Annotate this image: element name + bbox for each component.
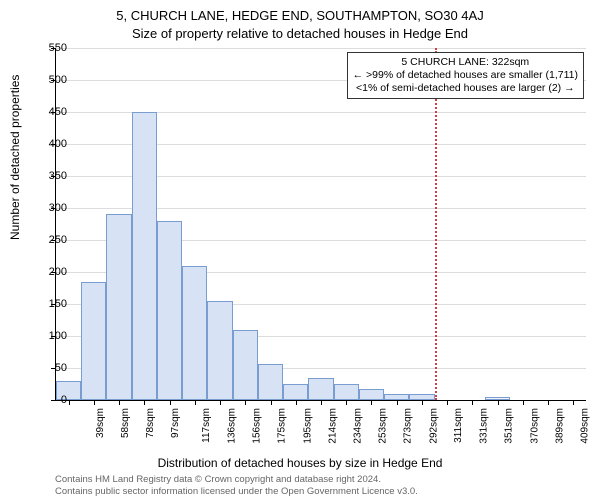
annotation-line: ← >99% of detached houses are smaller (1… [353,69,578,82]
x-tick-label: 409sqm [580,408,591,444]
y-tick-label: 400 [37,138,67,150]
x-tick-label: 58sqm [120,408,131,438]
x-tick-label: 136sqm [226,408,237,444]
y-tick-label: 50 [37,362,67,374]
y-axis-label: Number of detached properties [8,75,22,240]
x-tick-mark [321,400,322,405]
x-tick-mark [447,400,448,405]
title-main: 5, CHURCH LANE, HEDGE END, SOUTHAMPTON, … [0,8,600,23]
x-tick-mark [523,400,524,405]
x-tick-label: 175sqm [277,408,288,444]
reference-line [435,48,437,400]
x-tick-mark [472,400,473,405]
x-tick-label: 292sqm [428,408,439,444]
footnote: Contains HM Land Registry data © Crown c… [55,474,418,498]
chart-container: 5, CHURCH LANE, HEDGE END, SOUTHAMPTON, … [0,0,600,500]
y-tick-label: 300 [37,202,67,214]
x-tick-mark [119,400,120,405]
histogram-bar [106,214,131,400]
x-tick-mark [170,400,171,405]
histogram-bar [182,266,207,400]
x-tick-mark [422,400,423,405]
chart-plot-area: 5 CHURCH LANE: 322sqm← >99% of detached … [55,48,586,401]
title-sub: Size of property relative to detached ho… [0,26,600,41]
histogram-bar [233,330,258,400]
x-tick-label: 117sqm [200,408,211,443]
y-tick-label: 500 [37,74,67,86]
x-tick-mark [573,400,574,405]
x-tick-label: 351sqm [504,408,515,444]
x-tick-label: 195sqm [302,408,313,444]
y-tick-label: 250 [37,234,67,246]
histogram-bar [81,282,106,400]
y-tick-label: 450 [37,106,67,118]
x-tick-label: 389sqm [554,408,565,444]
x-tick-label: 78sqm [145,408,156,438]
x-tick-mark [94,400,95,405]
annotation-line: 5 CHURCH LANE: 322sqm [353,56,578,69]
x-tick-mark [346,400,347,405]
x-tick-mark [195,400,196,405]
x-tick-label: 214sqm [327,408,338,444]
histogram-bar [157,221,182,400]
y-tick-label: 550 [37,42,67,54]
histogram-bar [359,389,384,400]
x-tick-label: 253sqm [378,408,389,444]
x-tick-mark [371,400,372,405]
x-axis-label: Distribution of detached houses by size … [0,456,600,470]
annotation-box: 5 CHURCH LANE: 322sqm← >99% of detached … [347,52,584,99]
x-tick-mark [271,400,272,405]
footnote-line1: Contains HM Land Registry data © Crown c… [55,474,418,486]
x-tick-mark [220,400,221,405]
x-tick-label: 370sqm [529,408,540,444]
histogram-bar [258,364,283,400]
x-tick-mark [548,400,549,405]
histogram-bar [308,378,333,400]
x-tick-label: 234sqm [353,408,364,444]
annotation-line: <1% of semi-detached houses are larger (… [353,82,578,95]
x-tick-mark [144,400,145,405]
y-tick-label: 150 [37,298,67,310]
histogram-bar [334,384,359,400]
x-tick-mark [397,400,398,405]
grid-line [56,48,586,49]
histogram-bar [283,384,308,400]
x-tick-mark [296,400,297,405]
y-tick-label: 200 [37,266,67,278]
x-tick-label: 273sqm [403,408,414,444]
histogram-bar [207,301,232,400]
y-tick-label: 0 [37,394,67,406]
x-tick-label: 311sqm [453,408,464,443]
x-tick-label: 97sqm [170,408,181,438]
x-tick-label: 331sqm [479,408,490,444]
x-tick-label: 156sqm [252,408,263,444]
x-tick-mark [245,400,246,405]
footnote-line2: Contains public sector information licen… [55,486,418,498]
histogram-bar [132,112,157,400]
x-tick-mark [498,400,499,405]
y-tick-label: 350 [37,170,67,182]
x-tick-mark [69,400,70,405]
y-tick-label: 100 [37,330,67,342]
x-tick-label: 39sqm [95,408,106,438]
